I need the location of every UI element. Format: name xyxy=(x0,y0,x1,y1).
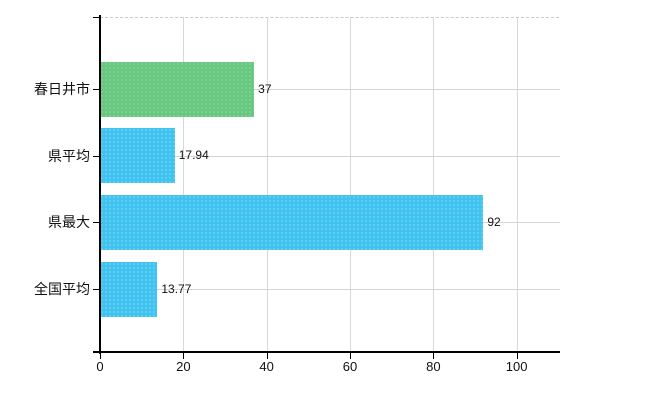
category-label: 春日井市 xyxy=(34,81,90,97)
bar-value-label: 17.94 xyxy=(178,148,209,163)
x-tick-label: 80 xyxy=(426,359,441,374)
x-tick-label: 20 xyxy=(176,359,191,374)
x-gridline xyxy=(433,17,435,352)
y-axis-tick xyxy=(93,222,99,224)
x-gridline xyxy=(266,17,268,352)
y-gridline xyxy=(100,289,560,290)
x-gridline xyxy=(516,17,518,352)
y-axis-tick xyxy=(93,289,99,290)
category-label: 県平均 xyxy=(48,147,90,164)
x-gridline xyxy=(350,17,351,352)
y-axis-end-tick xyxy=(93,17,99,18)
plot-top-border xyxy=(100,17,559,18)
category-label: 県最大 xyxy=(48,214,90,231)
x-tick-label: 0 xyxy=(96,359,104,374)
y-gridline xyxy=(100,155,560,157)
x-tick-label: 60 xyxy=(342,359,358,374)
x-axis-tick xyxy=(266,353,268,359)
category-label: 全国平均 xyxy=(34,281,90,297)
x-axis-tick xyxy=(516,353,518,359)
y-axis-tick xyxy=(93,89,99,90)
x-axis-line xyxy=(93,351,560,353)
bar-value-label: 13.77 xyxy=(161,281,192,296)
bar-2 xyxy=(100,194,484,250)
y-axis-line xyxy=(99,15,101,354)
bar-0 xyxy=(100,61,255,117)
y-axis-tick xyxy=(93,155,99,157)
x-tick-label: 40 xyxy=(259,359,274,374)
bar-value-label: 37 xyxy=(258,81,272,96)
x-axis-tick xyxy=(350,353,351,359)
bar-3 xyxy=(100,261,158,317)
x-gridline xyxy=(183,17,185,352)
bar-1 xyxy=(100,128,175,184)
x-axis-tick xyxy=(100,353,101,359)
x-axis-tick xyxy=(183,353,185,359)
x-tick-label: 100 xyxy=(505,359,528,374)
x-axis-tick xyxy=(433,353,435,359)
y-gridline xyxy=(100,89,560,90)
bar-value-label: 92 xyxy=(487,214,501,229)
